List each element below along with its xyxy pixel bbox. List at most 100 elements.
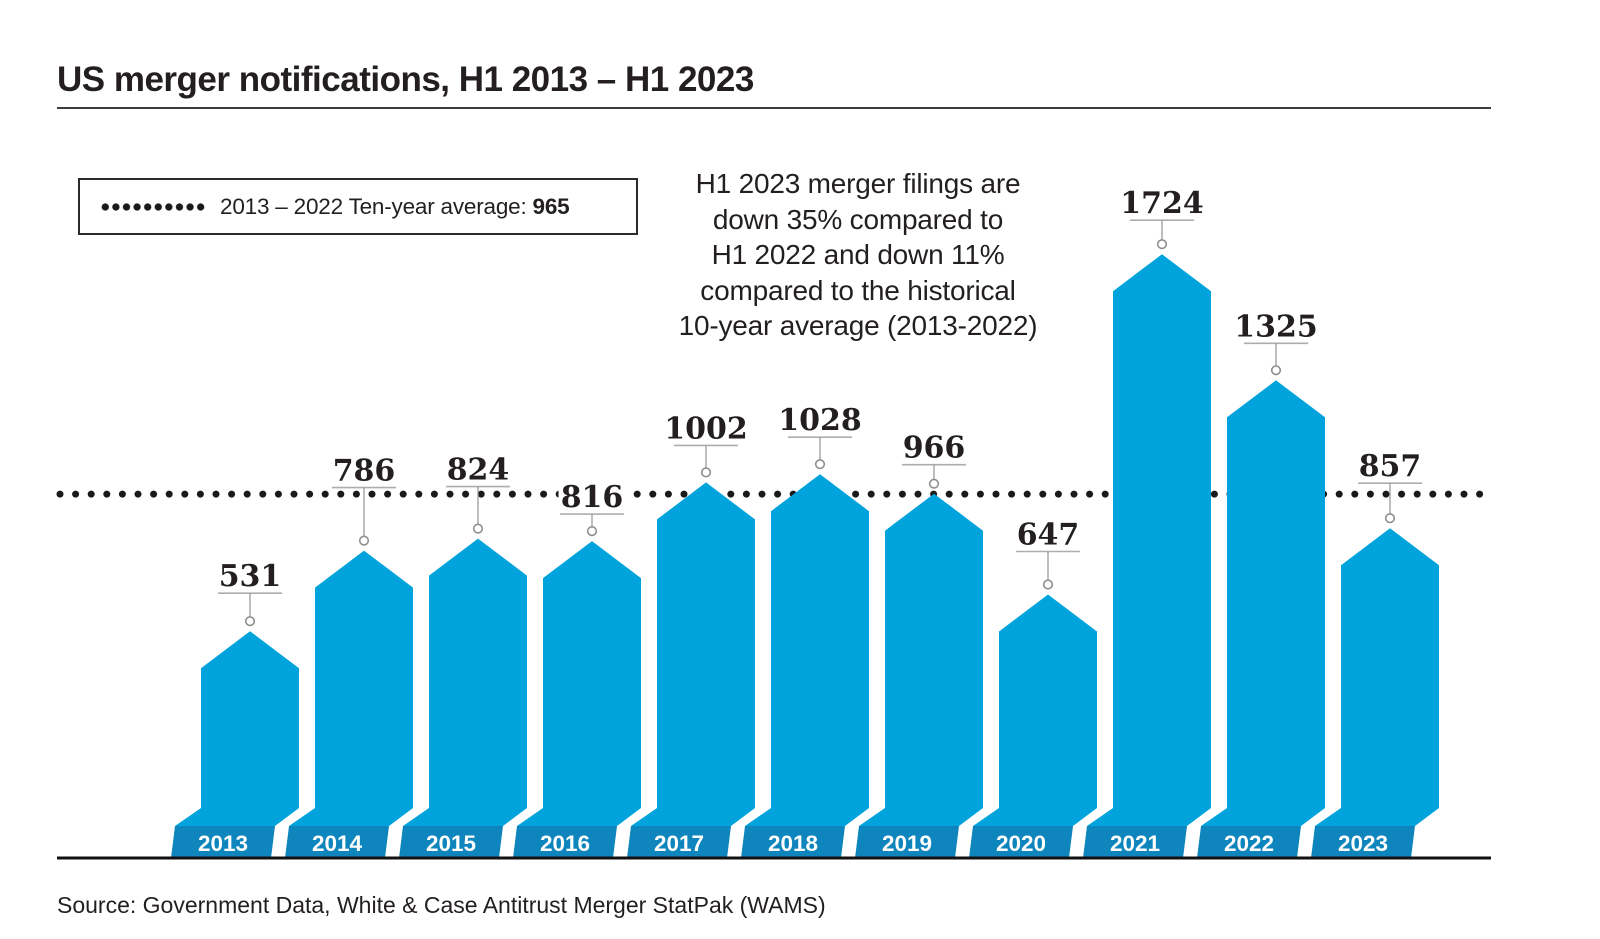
value-label-group-2021: 1724 [1119,186,1205,250]
value-label-group-2023: 857 [1356,449,1424,524]
label-backing [330,456,398,487]
x-axis-line [57,856,1491,860]
bar-year-label: 2016 [540,831,590,856]
value-label-group-2020: 647 [1014,518,1082,590]
bar-group-2018: 2018 [741,474,869,858]
value-label-group-2013: 531 [216,559,284,627]
bar-year-label: 2014 [312,831,363,856]
bar-value-label: 966 [903,431,966,466]
bar-value-label: 1724 [1120,186,1204,221]
bar-column [1201,380,1325,826]
bar-column [859,493,983,826]
average-legend-box: 2013 – 2022 Ten-year average: 965 [78,178,638,235]
bar-group-2015: 2015 [399,538,527,858]
value-label-group-2017: 1002 [663,411,749,478]
apex-marker [700,467,712,478]
bar-pedestal [285,826,389,858]
value-label-group-2014: 786 [330,454,398,546]
bar-year-label: 2015 [426,831,476,856]
apex-marker [244,616,256,627]
bar-value-label: 857 [1359,449,1422,484]
legend-label-text: 2013 – 2022 Ten-year average: [220,193,527,219]
label-backing [216,562,284,593]
bar-column [631,482,755,826]
bar-group-2023: 2023 [1311,528,1439,858]
apex-marker [586,525,598,537]
bar-column [1315,528,1439,826]
value-label-group-2019: 966 [900,431,968,489]
bar-year-label: 2013 [198,831,248,856]
title-divider [57,107,1491,109]
bar-pedestal [627,826,731,858]
label-backing [1014,520,1082,551]
label-backing [663,414,749,445]
legend-value: 965 [532,193,570,219]
bar-pedestal [171,826,275,858]
bar-group-2020: 2020 [969,594,1097,858]
bar-pedestal [855,826,959,858]
apex-marker [814,459,826,470]
bar-group-2016: 2016 [513,541,641,858]
legend-label: 2013 – 2022 Ten-year average: 965 [220,193,570,220]
bar-group-2021: 2021 [1083,254,1211,858]
bar-year-label: 2017 [654,831,704,856]
bar-pedestal [741,826,845,858]
apex-marker [1270,365,1282,376]
apex-marker [928,478,940,489]
chart-title: US merger notifications, H1 2013 – H1 20… [57,60,754,99]
apex-marker [358,535,370,546]
bar-pedestal [1083,826,1187,858]
bar-pedestal [1311,826,1415,858]
bar-column [1087,254,1211,826]
bar-group-2017: 2017 [627,482,755,858]
label-backing [777,406,863,437]
bar-value-label: 816 [561,480,624,515]
bar-column [289,550,413,826]
bar-year-label: 2018 [768,831,818,856]
label-backing [900,433,968,464]
bar-year-label: 2021 [1110,831,1160,856]
bar-group-2014: 2014 [285,550,413,858]
bar-pedestal [969,826,1073,858]
dotted-line-swatch [100,202,206,211]
bar-value-label: 824 [447,453,510,488]
bar-column [175,631,299,826]
bar-pedestal [1197,826,1301,858]
bar-group-2013: 2013 [171,631,299,858]
bar-pedestal [513,826,617,858]
annotation-text: H1 2023 merger filings are down 35% comp… [678,168,1038,341]
bar-group-2019: 2019 [855,493,983,858]
apex-marker [1384,513,1396,524]
label-backing [1233,312,1319,343]
apex-marker [1042,579,1054,590]
label-backing [558,483,626,514]
bar-value-label: 647 [1017,518,1080,553]
bar-value-label: 1325 [1234,309,1318,344]
value-label-group-2018: 1028 [777,403,863,470]
bar-year-label: 2020 [996,831,1046,856]
value-label-group-2016: 816 [558,480,626,537]
apex-marker [472,523,484,534]
bar-column [745,474,869,826]
bar-year-label: 2023 [1338,831,1388,856]
label-backing [1356,452,1424,483]
value-label-group-2015: 824 [444,453,512,534]
source-text: Source: Government Data, White & Case An… [57,892,826,918]
bar-value-label: 531 [219,559,282,594]
apex-marker [1156,239,1168,250]
bar-value-label: 786 [333,454,396,489]
bar-pedestal [399,826,503,858]
bar-column [403,538,527,826]
bar-year-label: 2019 [882,831,932,856]
bar-value-label: 1002 [664,411,748,446]
value-label-group-2022: 1325 [1233,309,1319,376]
bar-column [517,541,641,826]
bar-column [973,594,1097,826]
bar-value-label: 1028 [778,403,862,438]
label-backing [1119,189,1205,220]
label-backing [444,455,512,486]
bar-year-label: 2022 [1224,831,1274,856]
bar-group-2022: 2022 [1197,380,1325,858]
